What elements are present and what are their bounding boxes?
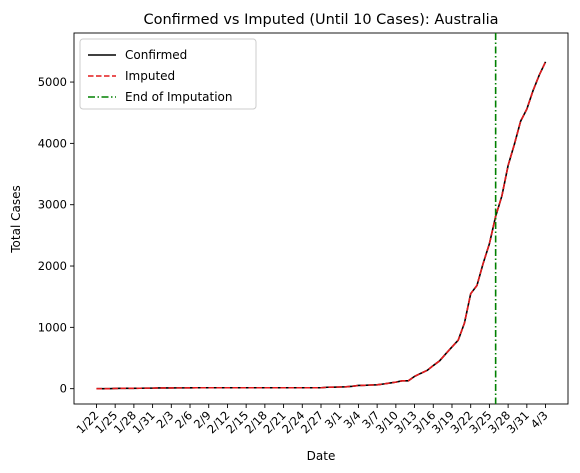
legend-label: Imputed [125, 69, 175, 83]
y-tick-label: 2000 [38, 259, 67, 273]
y-axis-label: Total Cases [9, 185, 23, 253]
legend-label: End of Imputation [125, 90, 233, 104]
y-tick-label: 4000 [38, 136, 67, 150]
x-axis-label: Date [307, 449, 336, 463]
y-tick-label: 3000 [38, 198, 67, 212]
legend-box [79, 38, 257, 110]
y-tick-label: 5000 [38, 75, 67, 89]
chart-title: Confirmed vs Imputed (Until 10 Cases): A… [143, 12, 498, 28]
y-tick-label: 0 [60, 382, 67, 396]
legend: Confirmed Imputed End of Imputation [79, 38, 257, 110]
y-tick-label: 1000 [38, 320, 67, 334]
legend-label: Confirmed [125, 48, 187, 62]
series-line-imputed [96, 61, 547, 390]
